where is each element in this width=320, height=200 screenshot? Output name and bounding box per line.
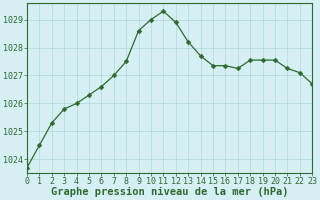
X-axis label: Graphe pression niveau de la mer (hPa): Graphe pression niveau de la mer (hPa)	[51, 187, 288, 197]
